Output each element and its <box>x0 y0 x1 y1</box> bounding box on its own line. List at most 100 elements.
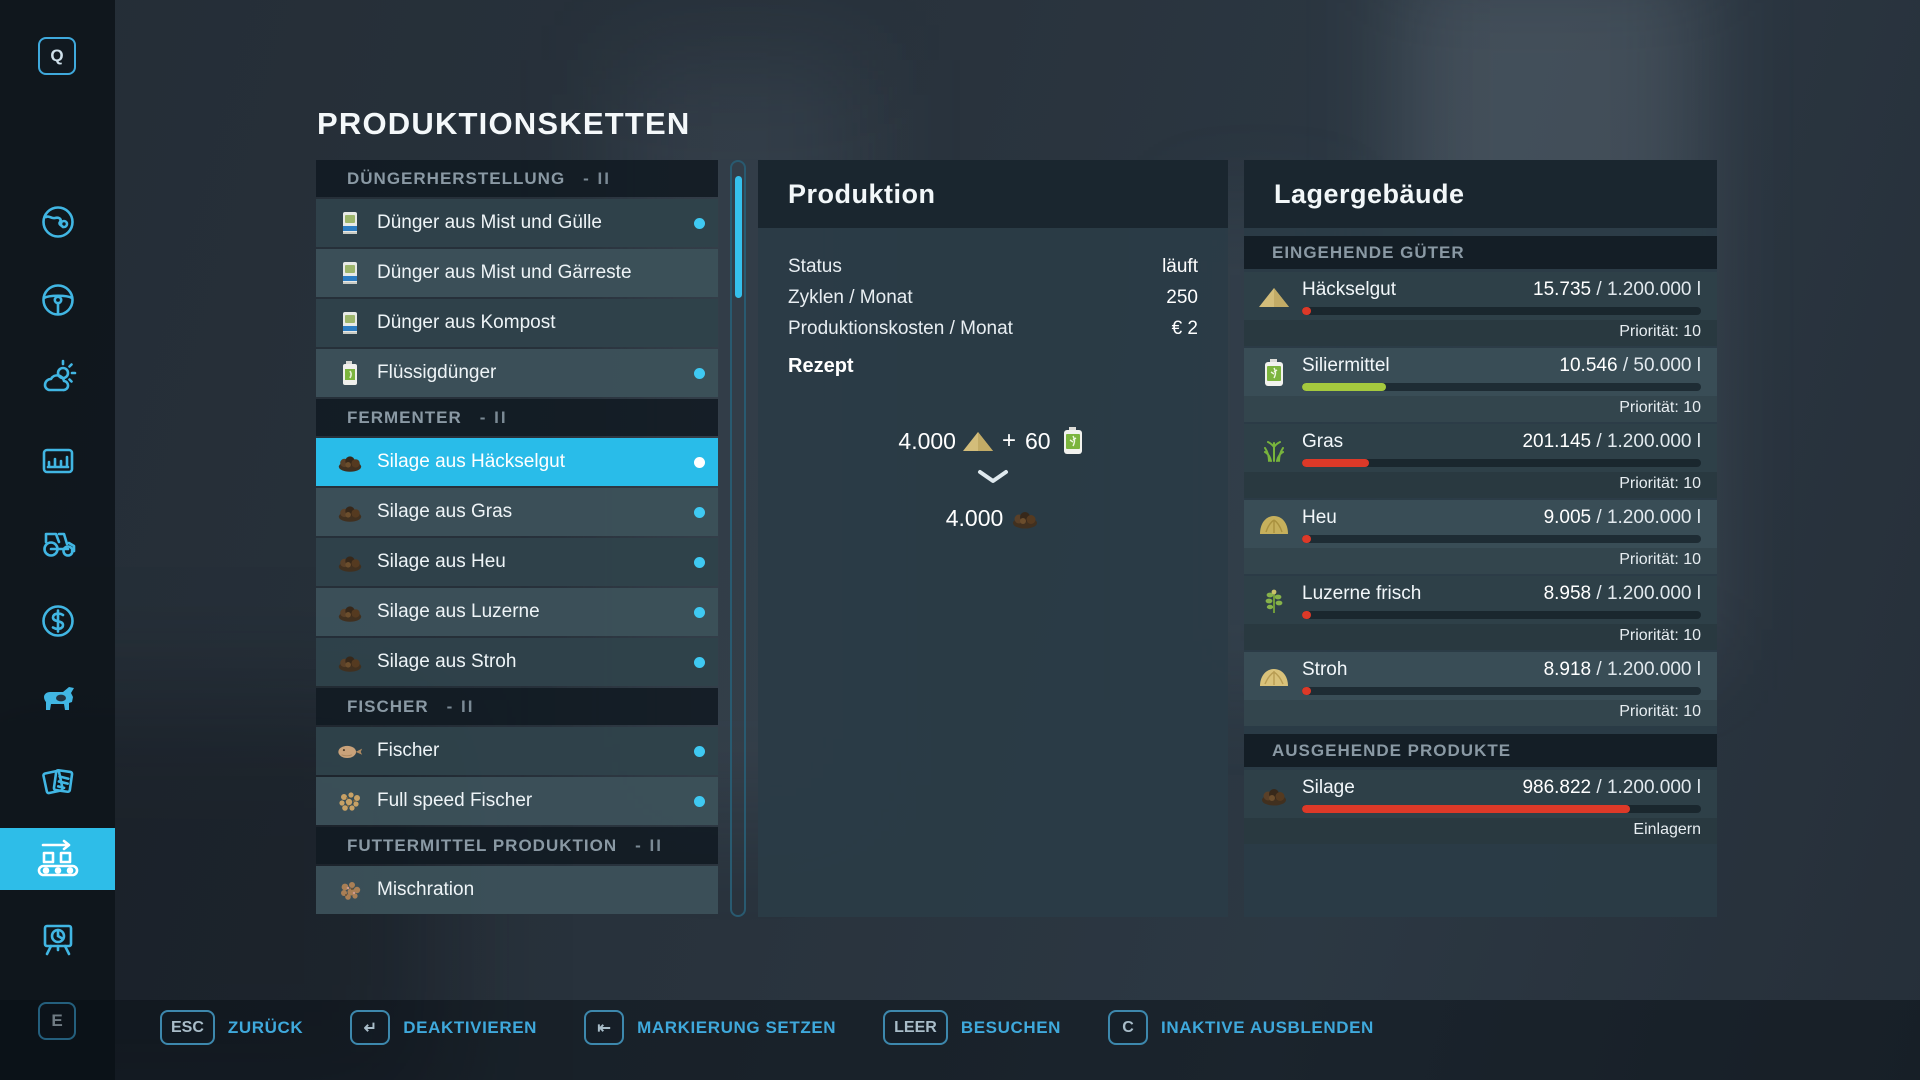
priority-label: Priorität: 10 <box>1619 323 1701 340</box>
production-item[interactable]: Dünger aus Kompost <box>316 299 718 347</box>
gras-icon <box>1260 435 1288 463</box>
sidebar-item-statistics[interactable] <box>0 908 115 970</box>
storage-good-row: Luzerne frisch 8.958 / 1.200.000 l Prior… <box>1244 576 1717 650</box>
production-item-label: Fischer <box>377 740 440 761</box>
recipe-heading: Rezept <box>788 355 854 377</box>
production-item-label: Dünger aus Mist und Gärreste <box>377 262 632 283</box>
fish-food-icon <box>336 787 364 815</box>
good-name: Stroh <box>1302 659 1348 680</box>
good-fill-level: 986.822 / 1.200.000 l <box>1522 777 1701 798</box>
scrollbar-thumb[interactable] <box>734 176 742 298</box>
sidebar-item-finances[interactable] <box>0 590 115 652</box>
cow-icon <box>36 679 80 719</box>
priority-label: Priorität: 10 <box>1619 475 1701 492</box>
fill-bar <box>1302 307 1701 315</box>
keybind-label: INAKTIVE AUSBLENDEN <box>1161 1017 1374 1037</box>
priority-label: Priorität: 10 <box>1619 627 1701 644</box>
production-item-label: Full speed Fischer <box>377 790 533 811</box>
active-dot <box>694 795 705 807</box>
haeckselgut-icon <box>1257 284 1291 310</box>
luzerne-icon <box>1261 587 1287 615</box>
good-fill-level: 8.958 / 1.200.000 l <box>1543 583 1701 604</box>
good-name: Siliermittel <box>1302 355 1390 376</box>
production-item[interactable]: Fischer <box>316 727 718 775</box>
sidebar-item-animals[interactable] <box>0 668 115 730</box>
active-dot <box>694 367 705 379</box>
sidebar-item-prices[interactable] <box>0 431 115 493</box>
output-mode-toggle[interactable]: Einlagern <box>1633 821 1701 838</box>
section-pause-badge: - II <box>635 835 663 855</box>
recipe: 4.000 +60 4.000 <box>758 426 1228 533</box>
sidebar-item-weather[interactable] <box>0 347 115 409</box>
production-item[interactable]: Full speed Fischer <box>316 777 718 825</box>
good-name: Silage <box>1302 777 1355 798</box>
good-name: Gras <box>1302 431 1344 452</box>
info-label: Zyklen / Monat <box>788 286 913 308</box>
silage-icon <box>336 498 364 526</box>
keybind-hide-inactive[interactable]: C INAKTIVE AUSBLENDEN <box>1108 1010 1374 1045</box>
production-item[interactable]: Silage aus Häckselgut <box>316 438 718 486</box>
production-panel: Produktion Status läuft Zyklen / Monat 2… <box>758 160 1228 917</box>
active-dot <box>694 506 705 518</box>
info-label: Status <box>788 255 842 277</box>
storage-good-row: Häckselgut 15.735 / 1.200.000 l Prioritä… <box>1244 272 1717 346</box>
keybind-set-marker[interactable]: ⇤ MARKIERUNG SETZEN <box>584 1010 836 1045</box>
good-fill-level: 9.005 / 1.200.000 l <box>1543 507 1701 528</box>
production-item-label: Silage aus Häckselgut <box>377 451 565 472</box>
sidebar-item-driving[interactable] <box>0 269 115 331</box>
fertilizer-bag-icon <box>336 309 364 337</box>
production-item-label: Dünger aus Mist und Gülle <box>377 212 602 233</box>
production-list-scrollbar[interactable] <box>730 160 746 917</box>
storage-panel-header: Lagergebäude <box>1244 160 1717 228</box>
production-item[interactable]: Silage aus Stroh <box>316 638 718 686</box>
keybind-deactivate[interactable]: ↵ DEAKTIVIEREN <box>350 1010 537 1045</box>
production-item-label: Flüssigdünger <box>377 362 497 383</box>
sidebar-item-garage[interactable] <box>0 511 115 573</box>
contracts-icon <box>38 762 78 802</box>
sidebar-item-contracts[interactable] <box>0 751 115 813</box>
production-info-row: Status läuft <box>788 251 1198 282</box>
silage-icon <box>1010 506 1040 530</box>
bar-chart-icon <box>38 442 78 482</box>
production-item-label: Silage aus Luzerne <box>377 601 540 622</box>
fertilizer-bag-icon <box>336 209 364 237</box>
fill-bar <box>1302 383 1701 391</box>
production-item[interactable]: Silage aus Luzerne <box>316 588 718 636</box>
keybind-label: ZURÜCK <box>227 1017 304 1037</box>
key-q-button[interactable]: Q <box>38 37 76 75</box>
production-item[interactable]: Flüssigdünger <box>316 349 718 397</box>
plus-sign: + <box>1001 427 1016 454</box>
fertilizer-bag-icon <box>336 259 364 287</box>
production-item[interactable]: Dünger aus Mist und Gärreste <box>316 249 718 297</box>
recipe-inputs: 4.000 +60 <box>898 426 1087 456</box>
production-list: DÜNGERHERSTELLUNG - II Dünger aus Mist u… <box>316 160 718 916</box>
production-item[interactable]: Mischration <box>316 866 718 914</box>
chevron-down-icon <box>976 469 1010 490</box>
production-section-header: DÜNGERHERSTELLUNG - II <box>316 160 718 197</box>
production-item-label: Silage aus Gras <box>377 501 513 522</box>
active-dot <box>694 656 705 668</box>
key-cap: ⇤ <box>584 1010 625 1045</box>
production-item[interactable]: Silage aus Heu <box>316 538 718 586</box>
production-item[interactable]: Dünger aus Mist und Gülle <box>316 199 718 247</box>
storage-good-row: Silage 986.822 / 1.200.000 l Einlagern <box>1244 770 1717 844</box>
storage-panel: Lagergebäude EINGEHENDE GÜTER Häckselgut… <box>1244 160 1717 917</box>
info-label: Produktionskosten / Monat <box>788 317 1013 339</box>
key-e-button[interactable]: E <box>38 1002 76 1040</box>
silage-icon <box>336 598 364 626</box>
keybind-label: BESUCHEN <box>960 1017 1062 1037</box>
active-dot <box>694 217 705 229</box>
storage-panel-title: Lagergebäude <box>1274 178 1465 209</box>
good-name: Heu <box>1302 507 1337 528</box>
sidebar-item-map[interactable] <box>0 191 115 253</box>
dollar-icon <box>38 601 78 641</box>
production-item[interactable]: Silage aus Gras <box>316 488 718 536</box>
haeckselgut-icon <box>961 428 995 454</box>
sidebar-item-production-chains[interactable] <box>0 828 115 890</box>
keybind-visit[interactable]: LEER BESUCHEN <box>883 1010 1061 1045</box>
silage-icon <box>336 648 364 676</box>
priority-label: Priorität: 10 <box>1619 399 1701 416</box>
storage-good-row: Gras 201.145 / 1.200.000 l Priorität: 10 <box>1244 424 1717 498</box>
keybind-back[interactable]: ESC ZURÜCK <box>160 1010 303 1045</box>
storage-good-row: Heu 9.005 / 1.200.000 l Priorität: 10 <box>1244 500 1717 574</box>
